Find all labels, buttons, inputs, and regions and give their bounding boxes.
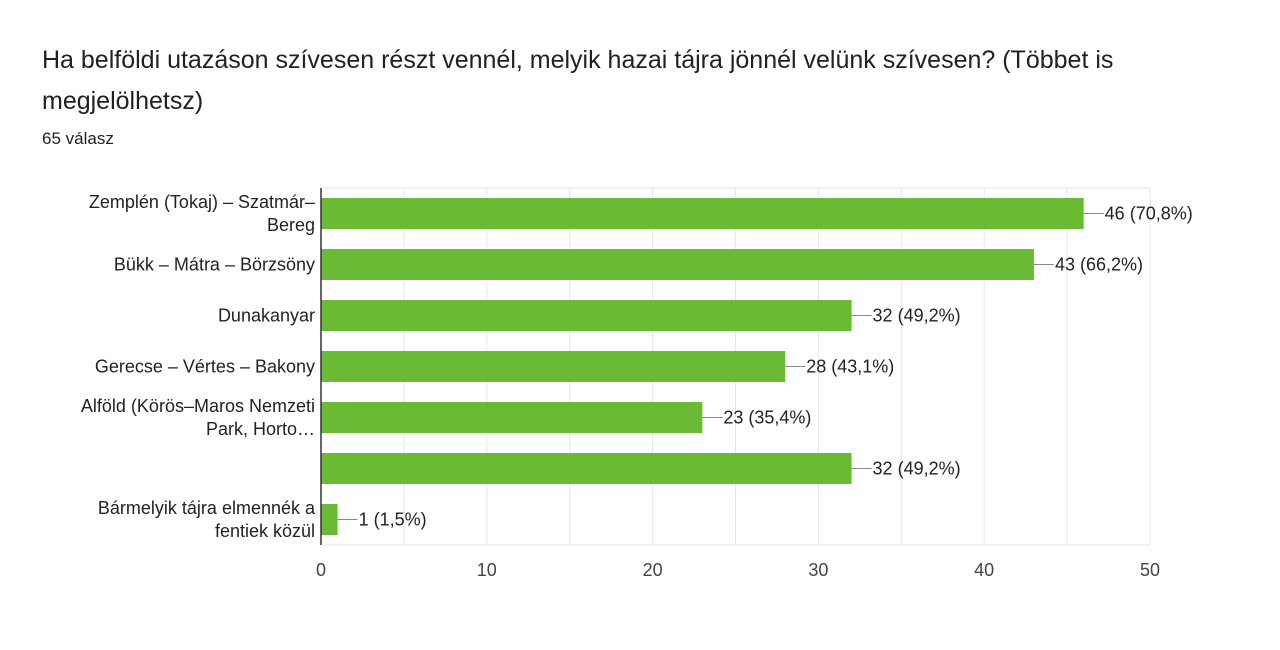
x-tick-label: 10 [477, 560, 497, 580]
bar [321, 351, 786, 382]
x-tick-label: 0 [316, 560, 326, 580]
bar [321, 504, 338, 535]
bar [321, 453, 852, 484]
x-tick-label: 30 [808, 560, 828, 580]
question-title: Ha belföldi utazáson szívesen részt venn… [42, 46, 1114, 115]
data-label: 43 (66,2%) [1055, 255, 1143, 275]
data-label: 23 (35,4%) [723, 408, 811, 428]
x-tick-label: 20 [643, 560, 663, 580]
data-label: 32 (49,2%) [873, 459, 961, 479]
category-label: Gerecse – Vértes – Bakony [95, 357, 315, 377]
category-label: Dunakanyar [218, 306, 315, 326]
x-tick-label: 40 [974, 560, 994, 580]
data-label: 28 (43,1%) [806, 357, 894, 377]
bar [321, 402, 703, 433]
response-count: 65 válasz [42, 129, 114, 148]
bar [321, 300, 852, 331]
x-tick-label: 50 [1140, 560, 1160, 580]
bar [321, 198, 1084, 229]
data-label: 1 (1,5%) [359, 510, 427, 530]
data-label: 46 (70,8%) [1105, 204, 1193, 224]
category-label: Alföld (Körös–Maros Nemzeti Park, Horto… [81, 396, 315, 439]
data-label: 32 (49,2%) [873, 306, 961, 326]
category-label: Zemplén (Tokaj) – Szatmár– Bereg [89, 192, 315, 235]
bar [321, 249, 1034, 280]
category-label: Bükk – Mátra – Börzsöny [114, 255, 315, 275]
category-label: Bármelyik tájra elmennék a fentiek közül [98, 498, 316, 541]
